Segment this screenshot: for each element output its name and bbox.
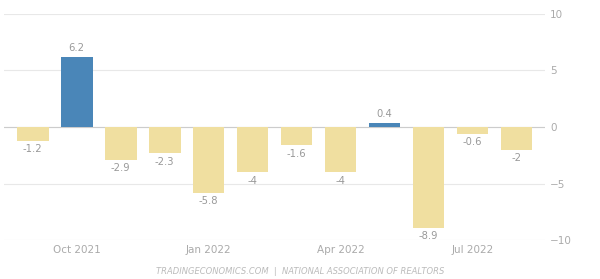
Bar bbox=[193, 127, 224, 193]
Bar bbox=[61, 57, 92, 127]
Bar bbox=[281, 127, 313, 145]
Bar bbox=[369, 122, 400, 127]
Text: -2.9: -2.9 bbox=[111, 163, 131, 173]
Text: TRADINGECONOMICS.COM  |  NATIONAL ASSOCIATION OF REALTORS: TRADINGECONOMICS.COM | NATIONAL ASSOCIAT… bbox=[156, 267, 444, 276]
Bar bbox=[500, 127, 532, 150]
Text: -2.3: -2.3 bbox=[155, 157, 175, 167]
Text: -1.6: -1.6 bbox=[287, 149, 307, 159]
Bar bbox=[325, 127, 356, 172]
Text: -2: -2 bbox=[512, 153, 521, 163]
Text: 6.2: 6.2 bbox=[69, 44, 85, 53]
Bar bbox=[413, 127, 445, 228]
Bar bbox=[457, 127, 488, 134]
Text: -0.6: -0.6 bbox=[463, 137, 482, 147]
Text: -1.2: -1.2 bbox=[23, 144, 43, 154]
Bar bbox=[149, 127, 181, 153]
Text: -8.9: -8.9 bbox=[419, 231, 439, 241]
Text: 0.4: 0.4 bbox=[377, 109, 392, 119]
Text: -5.8: -5.8 bbox=[199, 196, 218, 206]
Text: -4: -4 bbox=[248, 176, 257, 186]
Text: -4: -4 bbox=[335, 176, 346, 186]
Bar bbox=[17, 127, 49, 141]
Bar bbox=[237, 127, 268, 172]
Bar bbox=[105, 127, 137, 160]
